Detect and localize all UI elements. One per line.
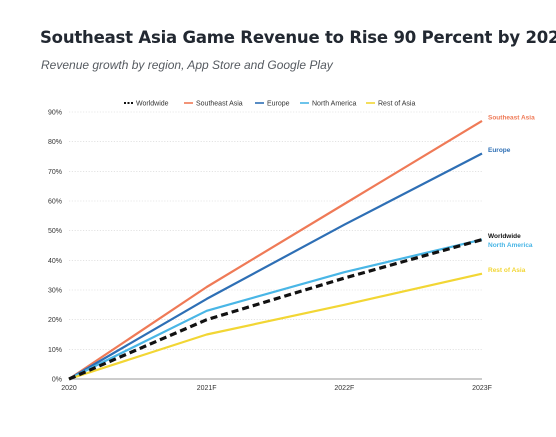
series-lines [68,119,483,381]
y-tick-label: 10% [48,347,62,354]
y-tick-label: 80% [48,139,62,146]
legend: Worldwide Southeast Asia Europe North Ameri… [124,101,415,108]
series-line [68,272,483,381]
y-axis: 0% 10% 20% 30% 40% 50% 60% 70% 80% 90% [48,110,62,384]
y-tick-label: 20% [48,317,62,324]
x-tick-label: 2023F [472,385,492,392]
series-line [68,152,483,380]
legend-label: Southeast Asia [196,101,243,108]
x-tick-label: 2020 [61,385,77,392]
y-tick-label: 30% [48,288,62,295]
y-tick-label: 50% [48,228,62,235]
series-line [68,238,483,380]
legend-label: North America [312,101,356,108]
series-end-label: Southeast Asia [488,114,535,121]
y-tick-label: 40% [48,258,62,265]
series-end-label: Worldwide [488,233,521,240]
x-tick-label: 2022F [334,385,354,392]
grid-lines [69,111,482,380]
series-line [68,238,483,381]
legend-label: Worldwide [136,101,169,108]
series-line [68,119,483,380]
series-end-label: Rest of Asia [488,267,526,274]
chart-title: Southeast Asia Game Revenue to Rise 90 P… [40,28,556,47]
series-end-label: North America [488,242,533,249]
chart-subtitle: Revenue growth by region, App Store and … [41,58,333,72]
y-tick-label: 90% [48,110,62,117]
legend-label: Europe [267,101,290,108]
legend-label: Rest of Asia [378,101,415,108]
x-tick-label: 2021F [197,385,217,392]
y-tick-label: 70% [48,169,62,176]
y-tick-label: 0% [52,377,62,384]
series-end-labels: Southeast Asia Europe Worldwide North Ameri… [488,114,535,274]
series-end-label: Europe [488,147,511,154]
x-axis: 2020 2021F 2022F 2023F [61,385,492,392]
y-tick-label: 60% [48,199,62,206]
